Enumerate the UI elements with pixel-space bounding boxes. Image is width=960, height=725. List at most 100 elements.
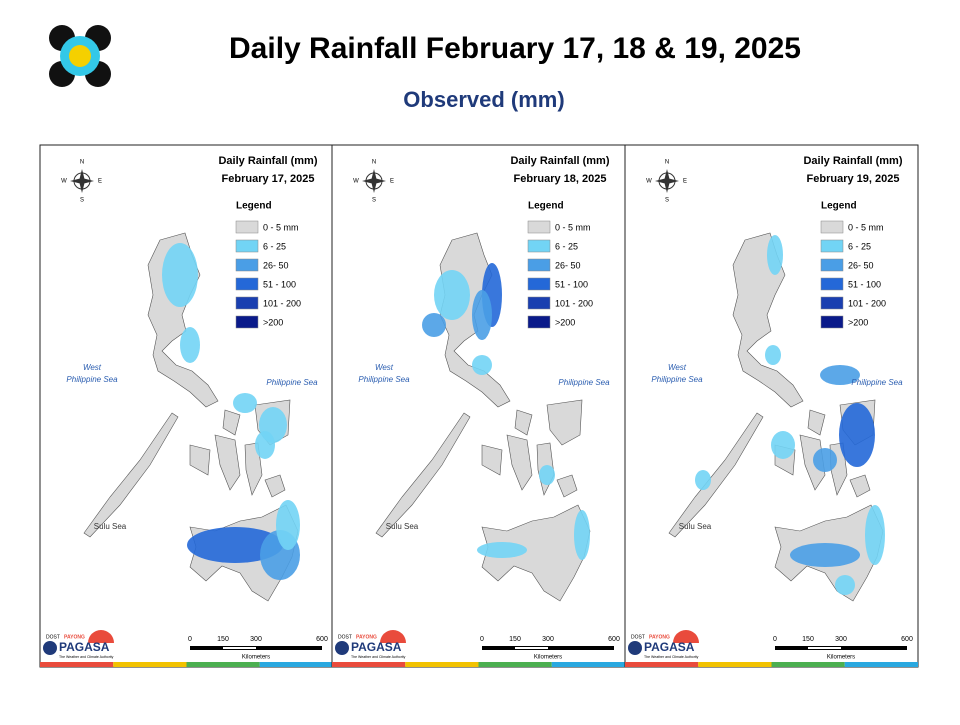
sea-label: Sulu Sea bbox=[386, 522, 419, 531]
land bbox=[799, 434, 826, 491]
title: Daily Rainfall February 17, 18 & 19, 202… bbox=[229, 32, 801, 65]
logo bbox=[48, 25, 112, 87]
color-strip bbox=[40, 662, 114, 667]
land bbox=[556, 474, 578, 498]
logo-dost: DOST bbox=[338, 634, 352, 640]
legend-label: 51 - 100 bbox=[555, 279, 588, 289]
legend-swatch bbox=[527, 220, 551, 234]
sea-label: West bbox=[83, 363, 102, 372]
sea-label: West bbox=[375, 363, 394, 372]
map-panel: N E S W Daily Rainfall (mm) February 19, 2025… bbox=[624, 144, 919, 668]
logo-mark bbox=[335, 641, 349, 655]
legend-label: 51 - 100 bbox=[263, 279, 296, 289]
legend-label: 101 - 200 bbox=[263, 298, 301, 308]
compass-letter: N bbox=[665, 160, 669, 166]
land bbox=[481, 444, 503, 476]
rain-area bbox=[472, 355, 492, 375]
color-strip bbox=[844, 662, 918, 667]
sea-label: Sulu Sea bbox=[94, 522, 127, 531]
logo-agency: PAGASA bbox=[351, 640, 402, 654]
scale-unit: Kilometers bbox=[827, 655, 855, 661]
scale-tick-label: 600 bbox=[608, 636, 620, 643]
color-strip bbox=[405, 662, 479, 667]
rain-area bbox=[255, 431, 275, 459]
scale-tick-label: 600 bbox=[901, 636, 913, 643]
land bbox=[264, 474, 286, 498]
compass-star bbox=[70, 169, 94, 193]
legend-label: 26- 50 bbox=[848, 260, 874, 270]
legend-label: 6 - 25 bbox=[848, 241, 871, 251]
scale-tick-label: 0 bbox=[480, 636, 484, 643]
sea-label: Philippine Sea bbox=[266, 378, 318, 387]
map-panel: N E S W Daily Rainfall (mm) February 18, 2025… bbox=[331, 144, 626, 668]
panel-date: February 17, 2025 bbox=[222, 173, 315, 185]
legend-label: 26- 50 bbox=[555, 260, 581, 270]
rain-area bbox=[187, 527, 283, 563]
land bbox=[849, 474, 871, 498]
land bbox=[514, 409, 533, 436]
legend-swatch bbox=[527, 258, 551, 272]
scale-tick-label: 0 bbox=[188, 636, 192, 643]
rain-area bbox=[574, 510, 590, 560]
scale-unit: Kilometers bbox=[242, 655, 270, 661]
legend-label: >200 bbox=[848, 317, 868, 327]
scale-tick-label: 300 bbox=[542, 636, 554, 643]
legend-swatch bbox=[527, 296, 551, 310]
land bbox=[83, 412, 179, 538]
logo-tagline: The Weather and Climate Authority bbox=[59, 655, 114, 659]
scale-bar-white bbox=[515, 647, 548, 649]
compass-letter: E bbox=[683, 179, 687, 185]
color-strip bbox=[113, 662, 187, 667]
logo-payong: PAYONG bbox=[649, 634, 670, 640]
scale-tick-label: 150 bbox=[509, 636, 521, 643]
logo-mark bbox=[628, 641, 642, 655]
panel-date: February 19, 2025 bbox=[807, 173, 900, 185]
legend-swatch bbox=[820, 315, 844, 329]
logo-tagline: The Weather and Climate Authority bbox=[644, 655, 699, 659]
color-strip bbox=[186, 662, 260, 667]
logo-tagline: The Weather and Climate Authority bbox=[351, 655, 406, 659]
rain-area bbox=[180, 327, 200, 363]
rain-area bbox=[790, 543, 860, 567]
legend-label: 6 - 25 bbox=[555, 241, 578, 251]
legend-label: 101 - 200 bbox=[555, 298, 593, 308]
color-strip bbox=[625, 662, 699, 667]
compass-star bbox=[655, 169, 679, 193]
legend-label: >200 bbox=[555, 317, 575, 327]
legend-swatch bbox=[820, 220, 844, 234]
color-strip bbox=[478, 662, 552, 667]
legend-swatch bbox=[820, 258, 844, 272]
compass-letter: W bbox=[353, 179, 359, 185]
sea-label: Sulu Sea bbox=[679, 522, 712, 531]
legend-label: 0 - 5 mm bbox=[848, 222, 884, 232]
legend-swatch bbox=[235, 220, 259, 234]
scale-tick-label: 150 bbox=[217, 636, 229, 643]
compass-letter: E bbox=[98, 179, 102, 185]
land bbox=[222, 409, 241, 436]
rain-area bbox=[865, 505, 885, 565]
compass-letter: S bbox=[372, 198, 376, 204]
land bbox=[506, 434, 533, 491]
logo-dost: DOST bbox=[46, 634, 60, 640]
legend-swatch bbox=[235, 277, 259, 291]
legend-label: 6 - 25 bbox=[263, 241, 286, 251]
legend-swatch bbox=[235, 296, 259, 310]
sea-label: Philippine Sea bbox=[851, 378, 903, 387]
land bbox=[214, 434, 241, 491]
rain-area bbox=[820, 365, 860, 385]
compass-letter: W bbox=[646, 179, 652, 185]
panel-heading: Daily Rainfall (mm) bbox=[510, 155, 609, 167]
land bbox=[732, 232, 804, 408]
legend-swatch bbox=[527, 277, 551, 291]
compass-letter: S bbox=[80, 198, 84, 204]
legend-title: Legend bbox=[528, 201, 564, 212]
rain-area bbox=[771, 431, 795, 459]
legend-label: 51 - 100 bbox=[848, 279, 881, 289]
logo-umbrella bbox=[380, 630, 406, 643]
legend-title: Legend bbox=[236, 201, 272, 212]
compass-letter: N bbox=[80, 160, 84, 166]
scale-tick-label: 600 bbox=[316, 636, 328, 643]
rain-area bbox=[539, 465, 555, 485]
sea-label: Philippine Sea bbox=[66, 375, 118, 384]
rain-area bbox=[813, 448, 837, 472]
